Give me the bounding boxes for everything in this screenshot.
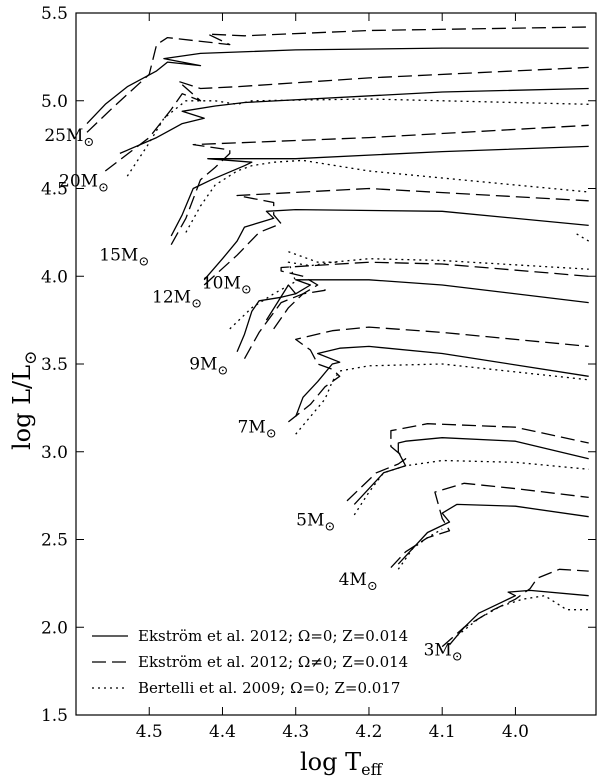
track-9msun-dashed bbox=[243, 288, 326, 360]
track-10msun-solid bbox=[265, 279, 589, 321]
track-10msun-dashed bbox=[273, 261, 589, 330]
track-9msun-dotted bbox=[288, 251, 340, 263]
y-tick-label: 3.0 bbox=[41, 443, 68, 463]
track-25msun-dashed bbox=[86, 26, 589, 133]
track-25msun-solid bbox=[86, 47, 589, 125]
track-4msun-dashed bbox=[390, 482, 589, 569]
track-12msun-dotted bbox=[573, 231, 590, 242]
x-tick-label: 4.4 bbox=[209, 722, 236, 742]
track-3msun-solid bbox=[449, 589, 589, 646]
legend-label-dotted: Bertelli et al. 2009; Ω=0; Z=0.017 bbox=[138, 679, 400, 697]
x-tick-label: 4.3 bbox=[282, 722, 309, 742]
y-tick-label: 5.0 bbox=[41, 92, 68, 112]
mass-label-4m: 4M⊙ bbox=[339, 570, 378, 594]
track-4msun-solid bbox=[397, 503, 589, 565]
track-15msun-solid bbox=[170, 145, 589, 237]
mass-label-3m: 3M⊙ bbox=[424, 640, 463, 664]
y-axis-label: log L/L⊙ bbox=[8, 351, 41, 450]
plot-frame bbox=[75, 12, 597, 716]
track-5msun-solid bbox=[353, 437, 589, 505]
track-7msun-solid bbox=[295, 345, 589, 417]
y-tick-label: 2.0 bbox=[41, 618, 68, 638]
x-tick-label: 4.1 bbox=[429, 722, 456, 742]
track-20msun-solid bbox=[119, 87, 589, 154]
y-tick-label: 4.5 bbox=[41, 180, 68, 200]
x-axis-label: log Teff bbox=[300, 748, 384, 779]
y-tick-label: 1.5 bbox=[41, 706, 68, 726]
track-5msun-dashed bbox=[346, 423, 589, 502]
track-12msun-dashed bbox=[203, 187, 589, 286]
track-3msun-dashed bbox=[441, 568, 589, 648]
track-7msun-dashed bbox=[287, 326, 589, 423]
track-20msun-dashed bbox=[104, 66, 589, 172]
evolutionary-tracks bbox=[86, 26, 590, 648]
mass-label-5m: 5M⊙ bbox=[296, 510, 335, 534]
x-tick-label: 4.2 bbox=[355, 722, 382, 742]
mass-label-25m: 25M⊙ bbox=[44, 126, 94, 150]
x-tick-label: 4.0 bbox=[502, 722, 529, 742]
y-tick-label: 4.0 bbox=[41, 267, 68, 287]
legend: Ekström et al. 2012; Ω=0; Z=0.014 Ekström… bbox=[92, 627, 408, 697]
mass-label-9m: 9M⊙ bbox=[189, 354, 228, 378]
y-tick-label: 5.5 bbox=[41, 4, 68, 24]
track-4msun-dotted bbox=[397, 528, 443, 570]
track-7msun-dotted bbox=[295, 363, 589, 435]
axis-ticks: 4.5 4.4 4.3 4.2 4.1 4.0 1.5 2.0 2.5 3.0 3.5 4.0 4.5 5… bbox=[41, 4, 596, 742]
legend-label-dashed: Ekström et al. 2012; Ω≠0; Z=0.014 bbox=[138, 653, 408, 671]
track-15msun-dashed bbox=[170, 124, 589, 246]
track-20msun-dotted bbox=[126, 98, 589, 177]
track-12msun-solid bbox=[203, 208, 589, 281]
x-tick-label: 4.5 bbox=[136, 722, 163, 742]
y-tick-label: 3.5 bbox=[41, 355, 68, 375]
legend-label-solid: Ekström et al. 2012; Ω=0; Z=0.014 bbox=[138, 627, 408, 645]
track-5msun-dotted bbox=[353, 459, 589, 516]
mass-label-10m: 10M⊙ bbox=[202, 274, 252, 298]
mass-label-15m: 15M⊙ bbox=[99, 245, 149, 269]
track-15msun-dotted bbox=[185, 159, 589, 233]
mass-label-12m: 12M⊙ bbox=[152, 288, 202, 312]
y-tick-label: 2.5 bbox=[41, 531, 68, 551]
track-9msun-solid bbox=[236, 293, 296, 352]
mass-label-7m: 7M⊙ bbox=[238, 417, 277, 441]
mass-labels: 25M⊙ 20M⊙ 15M⊙12M⊙10M⊙ 9M⊙ 7M⊙ 5M⊙ 4M⊙ 3M⊙ bbox=[44, 126, 462, 664]
mass-label-20m: 20M⊙ bbox=[59, 172, 109, 196]
